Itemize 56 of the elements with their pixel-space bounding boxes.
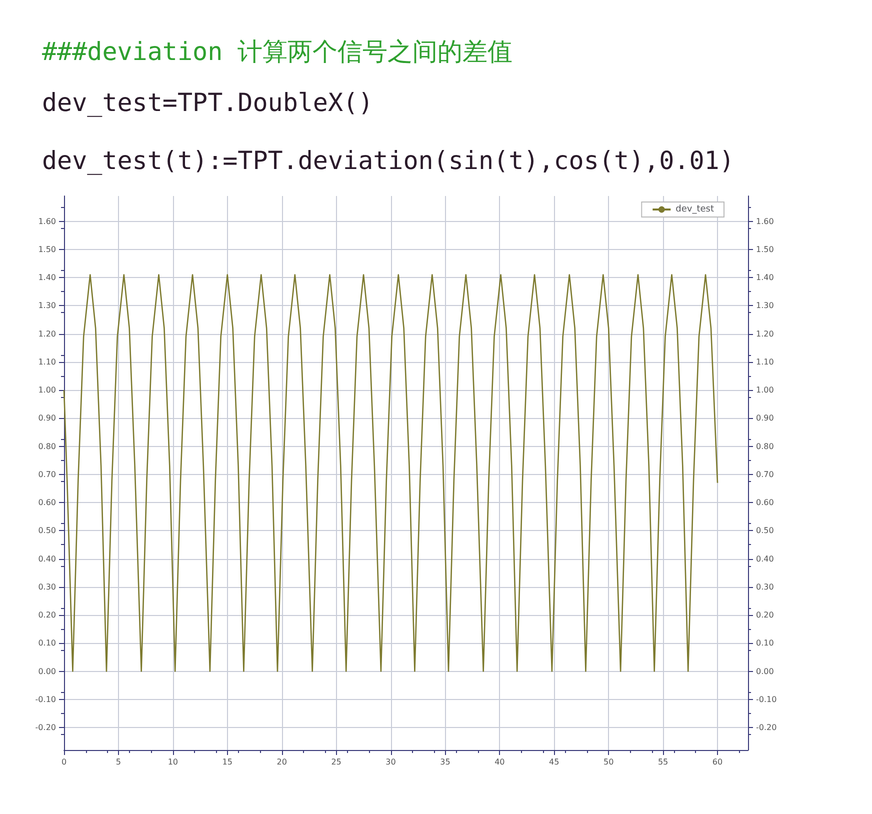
y-tick-label: -0.20 [35, 723, 56, 732]
y2-tick-label: 0.50 [756, 526, 774, 536]
y-tick-label: 0.00 [38, 666, 56, 676]
x-tick-label: 55 [658, 758, 668, 766]
y-tick-label: 1.00 [38, 386, 56, 395]
y-tick-label: 0.60 [38, 498, 56, 508]
y2-tick-label: 1.10 [756, 357, 774, 366]
y-tick-label: 0.10 [38, 638, 56, 648]
x-tick-label: 40 [494, 758, 505, 766]
y-tick-label: 1.30 [38, 301, 56, 310]
y-tick-label: 0.80 [38, 442, 56, 451]
line-series [63, 274, 718, 672]
y2-tick-label: 0.40 [756, 554, 774, 564]
text: dev_test=TPT.DoubleX() [42, 87, 374, 119]
x-tick-label: 30 [386, 758, 396, 766]
y-tick-label: 0.70 [38, 470, 56, 479]
x-tick-label: 50 [603, 758, 614, 766]
x-tick-label: 5 [116, 758, 122, 766]
y-tick-label: 0.90 [38, 414, 56, 423]
text: dev_test(t):=TPT.deviation(sin(t),cos(t),0.01) [42, 145, 736, 177]
y2-tick-label: 1.50 [756, 244, 774, 254]
y2-tick-label: 0.80 [756, 442, 774, 451]
y2-tick-label: 1.60 [756, 216, 774, 226]
x-tick-label: 20 [276, 758, 287, 766]
x-tick-label: 0 [61, 758, 67, 766]
x-tick-label: 60 [712, 758, 723, 766]
y-tick-label: 0.30 [38, 582, 56, 592]
y-tick-label: 1.50 [38, 244, 56, 254]
y2-tick-label: -0.10 [756, 694, 777, 704]
y2-tick-label: 1.30 [756, 301, 774, 310]
x-tick-label: 15 [222, 758, 232, 766]
x-tick-label: 10 [168, 758, 178, 766]
y2-tick-label: 0.00 [756, 666, 774, 676]
y2-tick-label: 0.30 [756, 582, 774, 592]
y2-tick-label: 0.60 [756, 498, 774, 508]
y2-tick-label: 1.00 [756, 386, 774, 395]
y-tick-label: -0.10 [35, 694, 56, 704]
y2-tick-label: 0.90 [756, 414, 774, 423]
legend-label: dev_test [676, 204, 714, 214]
chart-title: ###deviation 计算两个信号之间的差值 [42, 36, 514, 68]
y2-tick-label: 1.40 [756, 273, 774, 282]
y-tick-label: 0.20 [38, 610, 56, 620]
x-tick-label: 25 [331, 758, 342, 766]
x-tick-label: 45 [549, 758, 560, 766]
y2-tick-label: 0.20 [756, 610, 774, 620]
x-tick-label: 35 [440, 758, 450, 766]
y2-tick-label: -0.20 [756, 723, 777, 732]
y-tick-label: 1.20 [38, 329, 56, 338]
y-tick-label: 1.60 [38, 216, 56, 226]
y-tick-label: 1.10 [38, 357, 56, 366]
y2-tick-label: 0.70 [756, 470, 774, 479]
y2-tick-label: 1.20 [756, 329, 774, 338]
y2-tick-label: 0.10 [756, 638, 774, 648]
y-tick-label: 0.50 [38, 526, 56, 536]
y-tick-label: 0.40 [38, 554, 56, 564]
y-tick-label: 1.40 [38, 273, 56, 282]
